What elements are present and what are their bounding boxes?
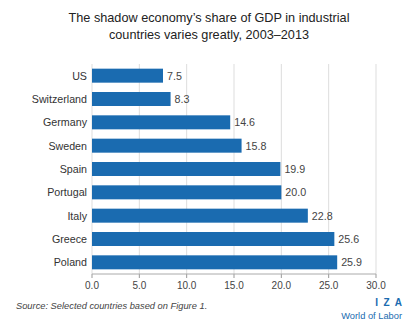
grid-line xyxy=(376,64,377,274)
data-label: 8.3 xyxy=(175,93,190,105)
tick-mark xyxy=(92,274,93,278)
x-axis-line xyxy=(92,274,376,275)
data-label: 25.6 xyxy=(338,233,359,245)
category-label: Poland xyxy=(54,256,87,268)
tick-mark xyxy=(186,274,187,278)
tick-label: 30.0 xyxy=(366,280,386,291)
source-note: Source: Selected countries based on Figu… xyxy=(16,301,207,311)
category-label: Germany xyxy=(43,116,88,128)
tick-mark xyxy=(281,274,282,278)
category-label: Switzerland xyxy=(32,93,87,105)
tick-mark xyxy=(234,274,235,278)
data-label: 14.6 xyxy=(234,116,255,128)
tick-label: 5.0 xyxy=(132,280,146,291)
data-labels: 7.5 8.3 14.6 15.8 19.9 20.0 22.8 25.6 25.9 xyxy=(167,70,362,269)
bar xyxy=(92,185,281,199)
data-label: 20.0 xyxy=(285,186,306,198)
brand-name: I Z A xyxy=(375,297,402,308)
bar xyxy=(92,209,308,223)
brand-subtitle: World of Labor xyxy=(341,311,402,321)
chart-svg: The shadow economy’s share of GDP in ind… xyxy=(0,0,418,327)
bar xyxy=(92,139,242,153)
chart-container: The shadow economy’s share of GDP in ind… xyxy=(0,0,418,327)
bar xyxy=(92,162,280,176)
data-label: 25.9 xyxy=(341,256,362,268)
tick-mark xyxy=(376,274,377,278)
category-label: Greece xyxy=(52,233,87,245)
x-axis: 0.0 5.0 10.0 15.0 20.0 25.0 30.0 xyxy=(85,274,386,291)
tick-mark xyxy=(139,274,140,278)
category-label: Spain xyxy=(60,163,87,175)
chart-title: The shadow economy’s share of GDP in ind… xyxy=(69,11,350,42)
category-label: Portugal xyxy=(47,186,87,198)
data-label: 22.8 xyxy=(312,210,333,222)
grid xyxy=(92,64,376,274)
bar xyxy=(92,115,230,129)
y-axis: US Switzerland Germany Sweden Spain Portugal I… xyxy=(32,70,88,269)
data-label: 15.8 xyxy=(246,140,267,152)
category-label: US xyxy=(72,70,87,82)
category-label: Sweden xyxy=(48,140,87,152)
data-label: 19.9 xyxy=(284,163,305,175)
bar xyxy=(92,232,334,246)
annotations: Source: Selected countries based on Figu… xyxy=(16,297,402,321)
tick-label: 25.0 xyxy=(319,280,339,291)
title-line: The shadow economy’s share of GDP in ind… xyxy=(69,11,350,25)
category-label: Italy xyxy=(67,210,87,222)
tick-label: 0.0 xyxy=(85,280,99,291)
bar xyxy=(92,69,163,83)
bar xyxy=(92,92,171,106)
tick-label: 20.0 xyxy=(272,280,292,291)
tick-label: 15.0 xyxy=(224,280,244,291)
bars xyxy=(92,69,337,270)
bar xyxy=(92,255,337,269)
data-label: 7.5 xyxy=(167,70,182,82)
tick-label: 10.0 xyxy=(177,280,197,291)
title-line: countries varies greatly, 2003–2013 xyxy=(109,28,309,42)
tick-mark xyxy=(328,274,329,278)
